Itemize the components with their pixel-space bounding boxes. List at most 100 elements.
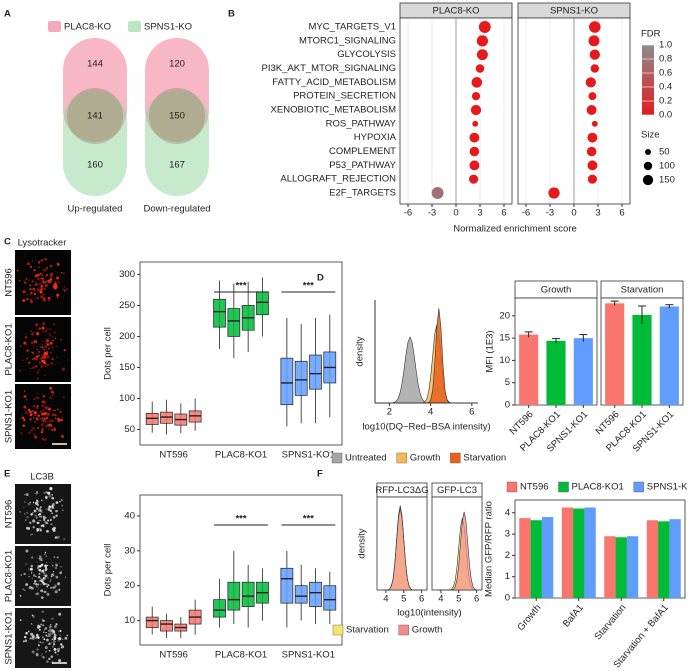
texture-dot	[50, 272, 54, 276]
texture-dot	[44, 280, 48, 284]
texture-dot	[23, 506, 25, 508]
texture-dot	[64, 576, 67, 578]
y-tick-label: 3	[505, 529, 510, 540]
texture-dot	[52, 347, 54, 349]
texture-dot	[43, 299, 46, 302]
y-tick-label: 10	[124, 615, 135, 626]
venn-count: 141	[87, 111, 103, 122]
legend-dot	[642, 174, 654, 186]
x-tick-label: 6	[419, 594, 424, 605]
texture-dot	[51, 512, 54, 515]
texture-dot	[61, 435, 64, 438]
texture-dot	[37, 377, 39, 380]
texture-dot	[34, 501, 38, 505]
x-tick-label: PLAC8-KO1	[215, 450, 267, 461]
legend-tick-label: 0.4	[659, 82, 672, 93]
texture-dot	[39, 506, 42, 509]
texture-dot	[51, 346, 54, 348]
texture-dot	[44, 411, 48, 415]
x-tick-label: BafA1	[561, 602, 586, 629]
texture-dot	[50, 624, 52, 626]
texture-dot	[41, 359, 44, 363]
texture-dot	[53, 323, 56, 326]
texture-dot	[44, 286, 46, 288]
legend-tick-label: 1.0	[659, 40, 672, 51]
texture-dot	[41, 340, 44, 342]
texture-dot	[43, 348, 46, 351]
texture-dot	[43, 573, 46, 576]
texture-dot	[37, 261, 41, 264]
texture-dot	[29, 284, 32, 287]
texture-dot	[46, 592, 50, 596]
facet-title: SPNS1-KO	[550, 6, 598, 17]
density-area	[437, 511, 477, 591]
texture-dot	[63, 538, 66, 541]
legend-label: 100	[659, 161, 675, 172]
texture-dot	[18, 279, 21, 282]
panel-label: F	[317, 469, 323, 480]
texture-dot	[33, 398, 36, 400]
box	[309, 354, 322, 390]
texture-dot	[44, 551, 47, 554]
pathway-label: P53_PATHWAY	[329, 160, 396, 171]
dot	[585, 77, 596, 88]
texture-dot	[24, 493, 26, 496]
texture-dot	[35, 516, 38, 519]
texture-dot	[59, 410, 62, 414]
image-label: NT596	[4, 268, 15, 297]
texture-dot	[51, 428, 54, 431]
legend-label: PLAC8-KO1	[572, 482, 624, 493]
texture-dot	[29, 637, 32, 640]
x-tick-label: 0	[453, 208, 458, 219]
texture-dot	[53, 428, 57, 432]
texture-dot	[43, 491, 46, 495]
facet-title: PLAC8-KO	[433, 6, 480, 17]
texture-dot	[48, 657, 51, 661]
texture-dot	[60, 498, 63, 501]
texture-dot	[53, 643, 56, 646]
significance-label: ***	[235, 281, 246, 292]
legend-label: Starvation	[346, 625, 389, 636]
dot	[478, 21, 491, 33]
texture-dot	[23, 395, 27, 398]
texture-dot	[23, 418, 26, 422]
texture-dot	[31, 260, 33, 262]
texture-dot	[43, 352, 47, 356]
texture-dot	[56, 276, 59, 280]
bar	[573, 338, 593, 405]
texture-dot	[47, 519, 50, 522]
box	[213, 298, 226, 328]
dot	[586, 146, 597, 157]
texture-dot	[30, 564, 34, 568]
texture-dot	[25, 297, 29, 301]
dot	[471, 77, 483, 88]
texture-dot	[49, 580, 52, 583]
texture-dot	[30, 299, 32, 302]
legend-swatch	[332, 624, 344, 636]
texture-dot	[54, 625, 57, 628]
legend-dot	[643, 161, 653, 171]
texture-dot	[19, 619, 22, 622]
texture-dot	[41, 346, 43, 348]
texture-dot	[37, 277, 40, 280]
texture-dot	[45, 438, 48, 441]
texture-dot	[46, 327, 49, 330]
texture-dot	[40, 284, 44, 288]
y-tick-label: 15	[499, 333, 510, 344]
venn-count: 167	[169, 160, 185, 171]
venn-count: 160	[87, 160, 103, 171]
texture-dot	[52, 515, 56, 519]
texture-dot	[31, 333, 33, 336]
texture-dot	[46, 660, 49, 663]
texture-dot	[39, 641, 42, 643]
texture-dot	[21, 414, 23, 416]
texture-dot	[60, 646, 63, 649]
texture-dot	[43, 590, 46, 594]
texture-dot	[42, 656, 45, 659]
texture-dot	[52, 571, 54, 573]
texture-dot	[31, 634, 35, 638]
bar	[573, 508, 585, 598]
texture-dot	[56, 262, 60, 266]
texture-dot	[42, 577, 46, 581]
